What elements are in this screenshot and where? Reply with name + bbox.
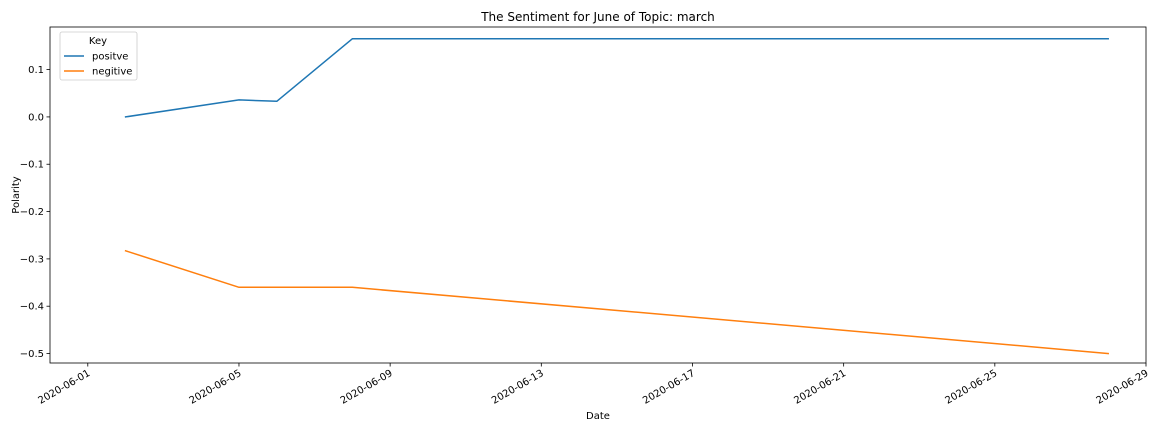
legend-box (59, 31, 138, 81)
y-tick-label: −0.5 (20, 349, 44, 360)
y-tick-label: −0.1 (20, 160, 44, 171)
legend-title: Key (89, 36, 107, 47)
y-axis: 0.1 0.0 −0.1 −0.2 −0.3 −0.4 −0.5 (20, 65, 50, 360)
series-line-negitive (124, 249, 1110, 355)
x-axis-label: Date (586, 411, 610, 422)
legend-label-negitive: negitive (92, 67, 132, 78)
chart-title: The Sentiment for June of Topic: march (480, 10, 715, 24)
legend: Key positve negitive (59, 31, 138, 81)
y-tick-label: −0.3 (20, 254, 44, 265)
plot-frame (49, 26, 1147, 364)
y-axis-label: Polarity (11, 176, 22, 214)
y-tick-label: −0.2 (20, 207, 44, 218)
y-tick-label: 0.0 (28, 112, 44, 123)
y-tick-label: −0.4 (20, 302, 44, 313)
y-tick-label: 0.1 (28, 65, 44, 76)
series-layer (124, 38, 1110, 355)
series-line-positve (124, 38, 1109, 118)
legend-label-positve: positve (92, 52, 128, 63)
